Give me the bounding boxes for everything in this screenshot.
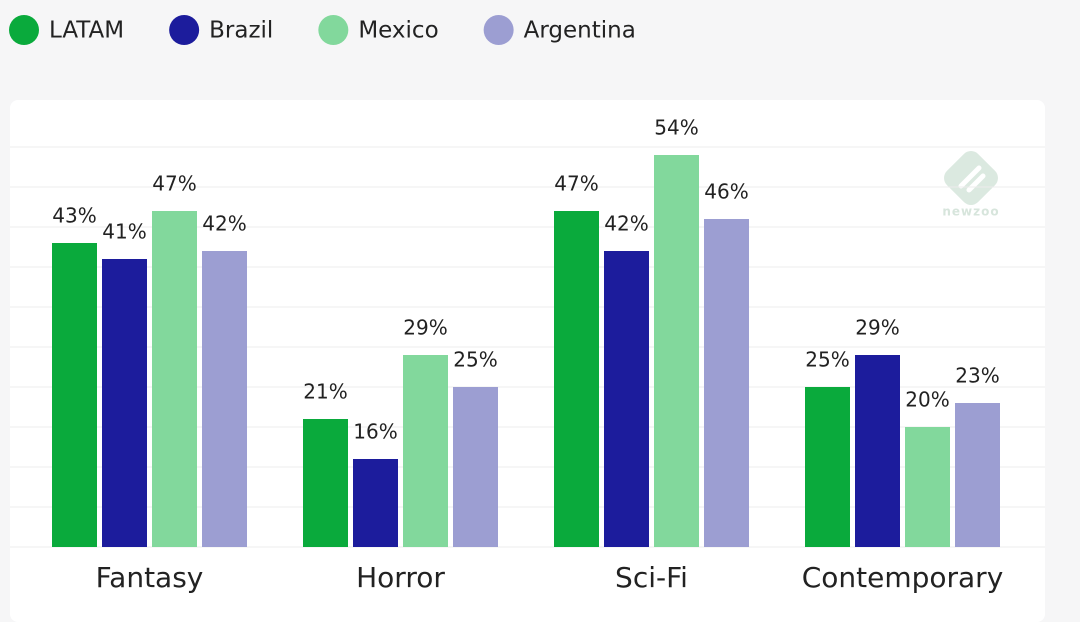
value-label: 25% — [453, 348, 497, 372]
value-label: 46% — [704, 180, 748, 204]
bar — [453, 387, 498, 547]
value-label: 21% — [303, 380, 347, 404]
bar — [704, 219, 749, 547]
bar — [554, 211, 599, 547]
watermark: newzoo — [942, 205, 999, 219]
legend-marker — [169, 15, 200, 45]
bar — [855, 355, 900, 547]
watermark-logo — [944, 151, 998, 205]
bar — [604, 251, 649, 547]
value-label: 42% — [604, 212, 648, 236]
x-tick-label: Horror — [356, 561, 445, 594]
bar — [52, 243, 97, 547]
bar — [152, 211, 197, 547]
legend-label: Brazil — [209, 18, 273, 44]
value-label: 54% — [654, 116, 698, 140]
value-label: 47% — [554, 172, 598, 196]
x-tick-label: Contemporary — [802, 561, 1004, 594]
bar — [654, 155, 699, 547]
value-label: 43% — [52, 204, 96, 228]
legend-marker — [9, 15, 39, 45]
value-label: 29% — [403, 316, 447, 340]
card — [10, 100, 1045, 622]
bar — [303, 419, 348, 547]
bar — [102, 259, 147, 547]
value-label: 47% — [152, 172, 196, 196]
value-label: 42% — [202, 212, 246, 236]
bar — [955, 403, 1000, 547]
bar — [805, 387, 850, 547]
value-label: 29% — [855, 316, 899, 340]
legend-marker — [483, 15, 514, 45]
legend-label: Mexico — [358, 18, 438, 44]
legend-marker — [318, 15, 349, 45]
value-label: 20% — [905, 388, 949, 412]
legend-label: LATAM — [49, 18, 124, 44]
legend-label: Argentina — [524, 18, 636, 44]
value-label: 23% — [955, 364, 999, 388]
value-label: 25% — [805, 348, 849, 372]
value-label: 41% — [102, 220, 146, 244]
bar — [353, 459, 398, 547]
x-tick-label: Fantasy — [96, 561, 204, 594]
bar — [202, 251, 247, 547]
x-tick-label: Sci-Fi — [615, 561, 688, 594]
bar — [905, 427, 950, 547]
bar — [403, 355, 448, 547]
value-label: 16% — [353, 420, 397, 444]
